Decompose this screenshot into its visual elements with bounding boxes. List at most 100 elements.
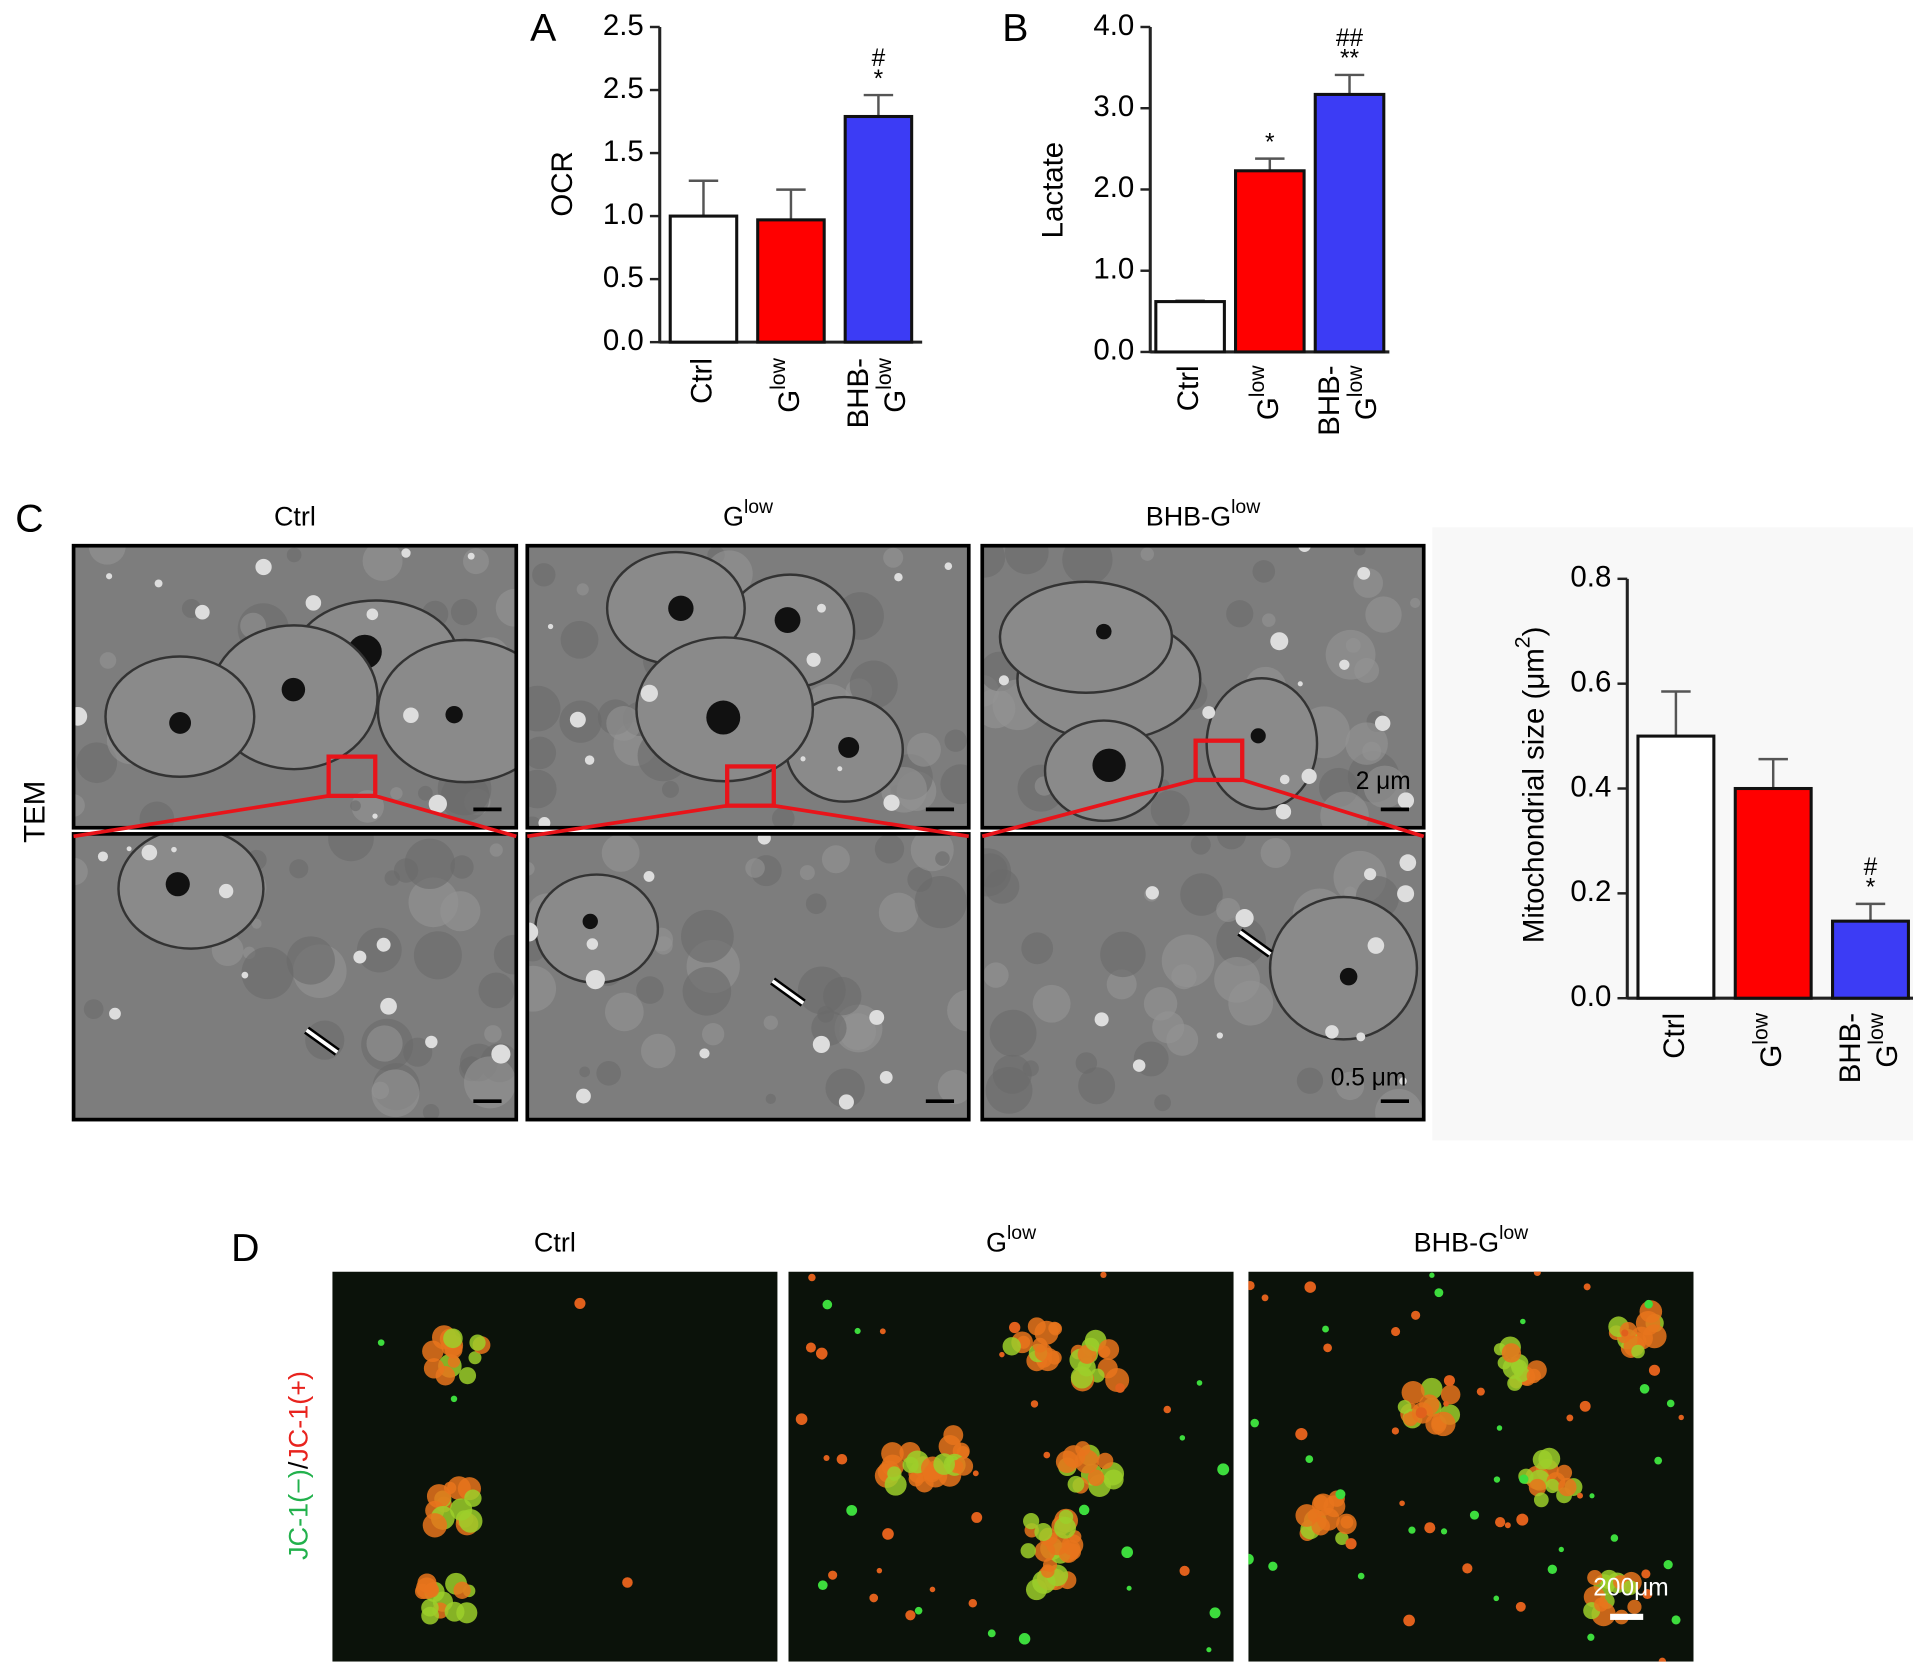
scale-label: 0.5 μm bbox=[1331, 1065, 1406, 1092]
vesicle bbox=[527, 922, 539, 942]
y-tick-label: 0.8 bbox=[1570, 561, 1611, 594]
vesicle bbox=[1235, 909, 1254, 928]
vesicle bbox=[1399, 1077, 1407, 1085]
y-axis-label-suffix: ) bbox=[1517, 627, 1550, 637]
vesicle bbox=[425, 1035, 438, 1049]
column-title-sup: low bbox=[744, 496, 774, 518]
nucleolus bbox=[1096, 623, 1112, 640]
error-bar bbox=[688, 179, 719, 217]
texture bbox=[772, 807, 795, 828]
texture bbox=[1106, 969, 1137, 1000]
nucleolus bbox=[582, 913, 598, 930]
texture bbox=[1353, 545, 1366, 556]
cell-cluster bbox=[1336, 1513, 1357, 1535]
vesicle bbox=[380, 997, 397, 1015]
scale-bar bbox=[1610, 1613, 1644, 1620]
vesicle bbox=[1397, 885, 1415, 903]
scale-label: 200μm bbox=[1593, 1575, 1668, 1602]
vesicle bbox=[1216, 1032, 1223, 1039]
texture bbox=[982, 848, 1012, 897]
texture bbox=[1100, 931, 1146, 978]
texture bbox=[362, 545, 403, 581]
cell-cluster bbox=[1098, 1339, 1120, 1360]
texture bbox=[1365, 596, 1402, 633]
x-tick-label: Glow bbox=[873, 357, 912, 412]
texture bbox=[527, 816, 542, 828]
texture bbox=[1262, 613, 1276, 627]
texture bbox=[797, 966, 846, 1015]
x-tick-label-main: G bbox=[773, 390, 806, 413]
texture bbox=[1216, 897, 1241, 922]
cell-cluster bbox=[1397, 1400, 1412, 1414]
y-tick-label: 0.6 bbox=[1570, 665, 1611, 698]
vesicle bbox=[869, 1009, 885, 1025]
vesicle bbox=[372, 813, 378, 819]
zoom-line bbox=[1241, 778, 1425, 839]
texture bbox=[874, 834, 905, 864]
vesicle bbox=[403, 707, 419, 724]
y-tick-label: 0.0 bbox=[1570, 980, 1611, 1013]
texture bbox=[983, 962, 1009, 988]
cell bbox=[1577, 1492, 1583, 1499]
texture bbox=[661, 780, 679, 798]
vesicle bbox=[894, 572, 903, 582]
vesicle bbox=[643, 870, 655, 882]
cell-cluster bbox=[458, 1367, 477, 1385]
texture bbox=[681, 909, 734, 963]
y-tick-label: 2.5 bbox=[603, 72, 644, 105]
vesicle bbox=[547, 623, 554, 630]
bar bbox=[1831, 919, 1910, 1000]
significance-mark: * bbox=[874, 66, 884, 93]
cell-cluster bbox=[1307, 1508, 1322, 1523]
y-tick-label: 0.0 bbox=[1093, 334, 1134, 367]
texture bbox=[601, 834, 640, 872]
vesicle bbox=[837, 766, 843, 772]
texture bbox=[989, 1009, 1037, 1057]
y-tick-label: 0.2 bbox=[1570, 875, 1611, 908]
cell bbox=[1644, 1299, 1653, 1309]
x-tick-label: BHB- bbox=[1834, 1013, 1867, 1083]
nucleolus bbox=[774, 607, 801, 634]
panel-label: C bbox=[15, 497, 43, 541]
x-tick-label-main: G bbox=[1755, 1045, 1788, 1068]
vesicle bbox=[218, 883, 234, 899]
nucleolus bbox=[169, 712, 192, 734]
column-title-main: BHB-G bbox=[1414, 1228, 1499, 1258]
texture bbox=[289, 859, 309, 879]
cell-cluster bbox=[1087, 1469, 1105, 1487]
cell bbox=[795, 1413, 808, 1425]
texture bbox=[1296, 1067, 1324, 1094]
cell-cluster bbox=[1587, 1569, 1603, 1586]
cell-cluster bbox=[447, 1355, 461, 1368]
texture bbox=[763, 1015, 778, 1030]
cell bbox=[1415, 1407, 1427, 1419]
cell bbox=[968, 1598, 978, 1608]
micrograph bbox=[982, 833, 1424, 1120]
cell bbox=[1462, 1563, 1473, 1574]
vesicle bbox=[944, 562, 953, 570]
cell bbox=[1621, 1329, 1629, 1337]
cell bbox=[836, 1453, 848, 1465]
cell-cluster bbox=[1034, 1523, 1053, 1541]
texture bbox=[805, 893, 827, 915]
texture bbox=[478, 972, 515, 1009]
cell bbox=[929, 1586, 936, 1593]
cell bbox=[1516, 1513, 1529, 1526]
error-bar bbox=[863, 93, 894, 117]
column-title-main: BHB-G bbox=[1146, 502, 1231, 532]
cell-cluster bbox=[1627, 1599, 1642, 1614]
cell-cluster bbox=[943, 1425, 964, 1445]
y-axis-label-main: Mitochondrial size (μm bbox=[1517, 648, 1550, 943]
texture bbox=[404, 838, 455, 889]
cell-cluster bbox=[421, 1599, 439, 1617]
vesicle bbox=[366, 608, 379, 621]
cell-cluster bbox=[1023, 1513, 1040, 1530]
nucleolus bbox=[1092, 748, 1126, 782]
texture bbox=[408, 877, 459, 928]
texture bbox=[1180, 873, 1223, 916]
texture bbox=[350, 800, 361, 812]
cell bbox=[828, 1570, 838, 1580]
vesicle bbox=[241, 971, 249, 979]
cell bbox=[1163, 1405, 1172, 1414]
cell bbox=[1610, 1534, 1619, 1542]
